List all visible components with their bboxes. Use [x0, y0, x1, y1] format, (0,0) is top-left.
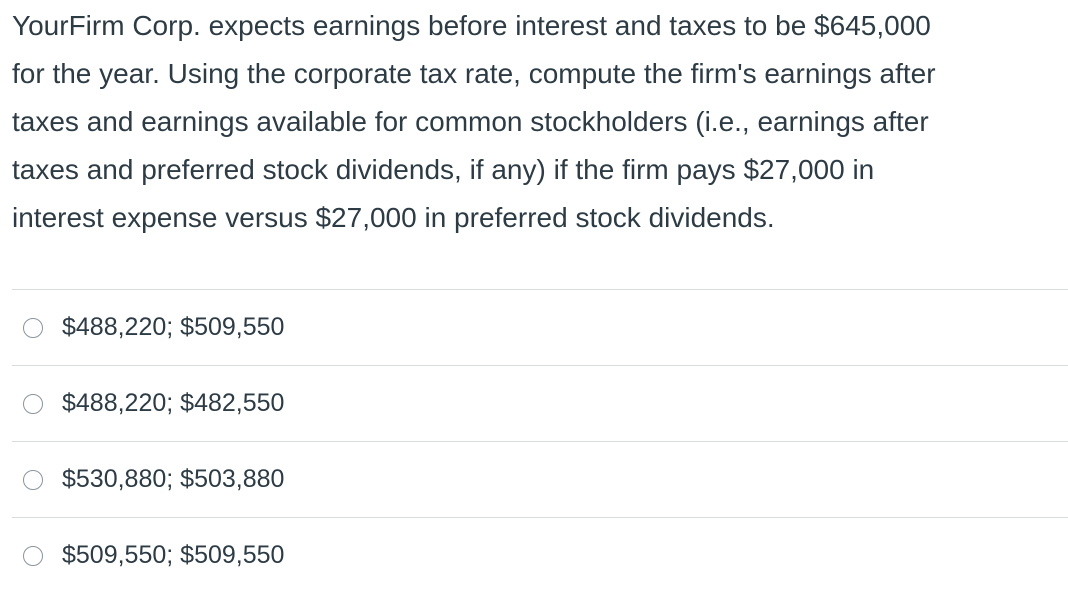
radio-button[interactable]	[23, 469, 43, 490]
answer-options: $488,220; $509,550 $488,220; $482,550 $5…	[12, 289, 1068, 593]
answer-option-1[interactable]: $488,220; $509,550	[12, 289, 1068, 365]
question-line: for the year. Using the corporate tax ra…	[12, 58, 936, 89]
question-line: YourFirm Corp. expects earnings before i…	[12, 10, 931, 41]
answer-option-2[interactable]: $488,220; $482,550	[12, 365, 1068, 441]
answer-option-4[interactable]: $509,550; $509,550	[12, 517, 1068, 593]
question-text: YourFirm Corp. expects earnings before i…	[12, 2, 1062, 242]
answer-label: $488,220; $482,550	[62, 389, 285, 417]
radio-button[interactable]	[23, 317, 43, 338]
question-line: interest expense versus $27,000 in prefe…	[12, 202, 775, 233]
answer-label: $488,220; $509,550	[62, 313, 285, 341]
answer-option-3[interactable]: $530,880; $503,880	[12, 441, 1068, 517]
radio-button[interactable]	[23, 545, 43, 566]
question-line: taxes and preferred stock dividends, if …	[12, 154, 875, 185]
radio-button[interactable]	[23, 393, 43, 414]
answer-label: $530,880; $503,880	[62, 465, 285, 493]
answer-label: $509,550; $509,550	[62, 541, 285, 569]
question-line: taxes and earnings available for common …	[12, 106, 929, 137]
